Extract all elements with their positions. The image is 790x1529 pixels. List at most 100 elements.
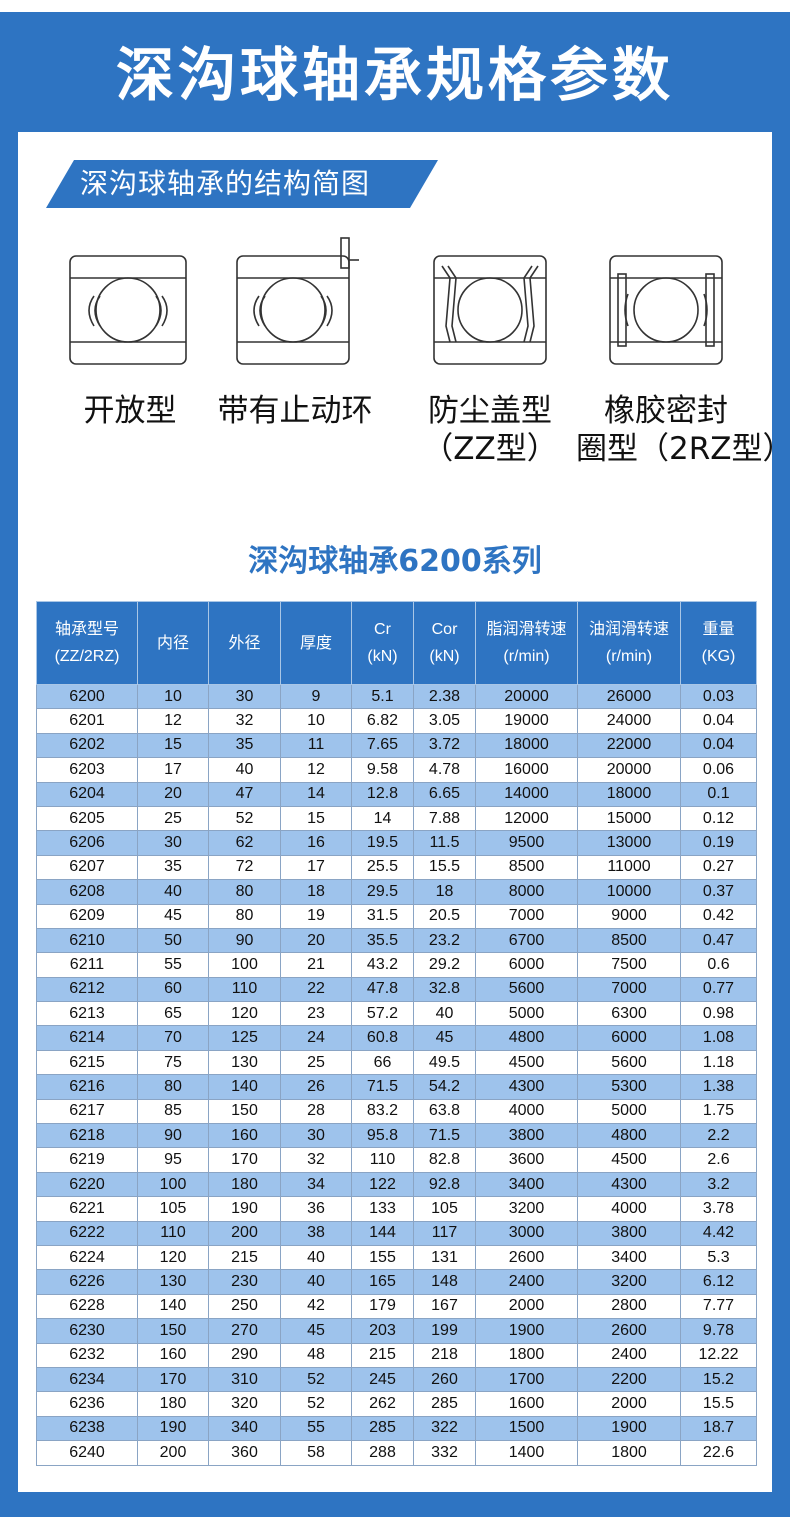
table-cell: 180	[208, 1171, 281, 1198]
table-cell: 6238	[36, 1415, 138, 1442]
table-cell: 28	[280, 1098, 352, 1125]
table-cell: 24	[280, 1025, 352, 1051]
table-cell: 6203	[36, 757, 138, 783]
table-cell: 23	[280, 1001, 352, 1027]
table-cell: 100	[208, 952, 281, 978]
table-cell: 6221	[36, 1196, 138, 1222]
table-row: 6220 100 180 34 122 92.8 3400 4300 3.2	[36, 1171, 757, 1198]
table-cell: 165	[351, 1269, 414, 1295]
column-header-unit: (ZZ/2RZ)	[54, 648, 120, 665]
table-cell: 3.78	[680, 1196, 757, 1222]
bearing-seal-icon	[609, 255, 723, 365]
table-cell: 5600	[577, 1049, 681, 1076]
table-cell: 2000	[577, 1391, 681, 1417]
table-cell: 1900	[577, 1415, 681, 1442]
table-cell: 19000	[475, 708, 578, 734]
table-cell: 43.2	[351, 952, 414, 978]
table-cell: 155	[351, 1244, 414, 1271]
table-cell: 14	[280, 781, 352, 807]
table-cell: 1800	[577, 1440, 681, 1466]
table-cell: 35	[137, 854, 209, 881]
table-cell: 22000	[577, 732, 681, 759]
table-cell: 6201	[36, 708, 138, 734]
table-cell: 14000	[475, 781, 578, 807]
table-cell: 6232	[36, 1342, 138, 1368]
table-row: 6208 40 80 18 29.5 18 8000 10000 0.37	[36, 879, 757, 905]
table-cell: 35.5	[351, 927, 414, 954]
table-cell: 150	[137, 1318, 209, 1344]
table-row: 6209 45 80 19 31.5 20.5 7000 9000 0.42	[36, 903, 757, 929]
table-cell: 215	[208, 1244, 281, 1271]
table-row: 6206 30 62 16 19.5 11.5 9500 13000 0.19	[36, 830, 757, 856]
table-cell: 6215	[36, 1049, 138, 1076]
table-cell: 0.04	[680, 708, 757, 734]
table-cell: 3.72	[413, 732, 476, 759]
table-cell: 105	[413, 1196, 476, 1222]
column-header-label: 内径	[156, 634, 189, 652]
table-cell: 7.65	[351, 732, 414, 759]
table-cell: 110	[208, 976, 281, 1003]
table-cell: 3600	[475, 1147, 578, 1173]
table-cell: 120	[208, 1001, 281, 1027]
table-cell: 3200	[577, 1269, 681, 1295]
table-cell: 20	[137, 781, 209, 807]
table-cell: 6214	[36, 1025, 138, 1051]
table-cell: 6212	[36, 976, 138, 1003]
table-cell: 140	[137, 1293, 209, 1320]
table-cell: 360	[208, 1440, 281, 1466]
table-cell: 110	[137, 1220, 209, 1246]
table-cell: 6200	[36, 683, 138, 710]
table-cell: 9	[280, 683, 352, 710]
spec-table-header: 轴承型号 (ZZ/2RZ) 内径 外径 厚度 Cr (kN) Cor (kN) 脂润滑转速 (r/m…	[36, 601, 757, 685]
table-cell: 2800	[577, 1293, 681, 1320]
table-cell: 4000	[577, 1196, 681, 1222]
table-cell: 10	[137, 683, 209, 710]
table-row: 6216 80 140 26 71.5 54.2 4300 5300 1.38	[36, 1074, 757, 1100]
table-cell: 40	[137, 879, 209, 905]
table-cell: 10	[280, 708, 352, 734]
table-row: 6210 50 90 20 35.5 23.2 6700 8500 0.47	[36, 927, 757, 954]
table-cell: 322	[413, 1415, 476, 1442]
table-cell: 4800	[475, 1025, 578, 1051]
table-cell: 31.5	[351, 903, 414, 929]
table-cell: 131	[413, 1244, 476, 1271]
table-cell: 6207	[36, 854, 138, 881]
column-header-unit: (r/min)	[503, 648, 550, 665]
table-cell: 70	[137, 1025, 209, 1051]
table-cell: 5.3	[680, 1244, 757, 1271]
diagram-open-type: 开放型	[40, 230, 220, 430]
table-cell: 2600	[475, 1244, 578, 1271]
column-header-unit: (r/min)	[605, 648, 653, 665]
table-cell: 2000	[475, 1293, 578, 1320]
column-header: 脂润滑转速 (r/min)	[475, 601, 578, 685]
table-cell: 12.8	[351, 781, 414, 807]
table-row: 6230 150 270 45 203 199 1900 2600 9.78	[36, 1318, 757, 1344]
table-cell: 45	[280, 1318, 352, 1344]
table-cell: 4000	[475, 1098, 578, 1125]
table-row: 6215 75 130 25 66 49.5 4500 5600 1.18	[36, 1049, 757, 1076]
table-cell: 90	[137, 1123, 209, 1149]
column-header: Cor (kN)	[413, 601, 476, 685]
table-cell: 5300	[577, 1074, 681, 1100]
table-cell: 122	[351, 1171, 414, 1198]
table-cell: 6216	[36, 1074, 138, 1100]
table-cell: 36	[280, 1196, 352, 1222]
table-row: 6236 180 320 52 262 285 1600 2000 15.5	[36, 1391, 757, 1417]
table-cell: 218	[413, 1342, 476, 1368]
table-cell: 11.5	[413, 830, 476, 856]
table-cell: 0.37	[680, 879, 757, 905]
table-row: 6212 60 110 22 47.8 32.8 5600 7000 0.77	[36, 976, 757, 1003]
table-cell: 285	[351, 1415, 414, 1442]
diagram-shield-type: 防尘盖型 （ZZ型）	[400, 230, 580, 468]
table-cell: 160	[208, 1123, 281, 1149]
table-cell: 6202	[36, 732, 138, 759]
table-cell: 1.38	[680, 1074, 757, 1100]
table-cell: 2.38	[413, 683, 476, 710]
table-cell: 22	[280, 976, 352, 1003]
table-cell: 130	[137, 1269, 209, 1295]
table-cell: 34	[280, 1171, 352, 1198]
table-cell: 117	[413, 1220, 476, 1246]
table-row: 6202 15 35 11 7.65 3.72 18000 22000 0.04	[36, 732, 757, 759]
table-cell: 52	[280, 1366, 352, 1393]
table-cell: 63.8	[413, 1098, 476, 1125]
